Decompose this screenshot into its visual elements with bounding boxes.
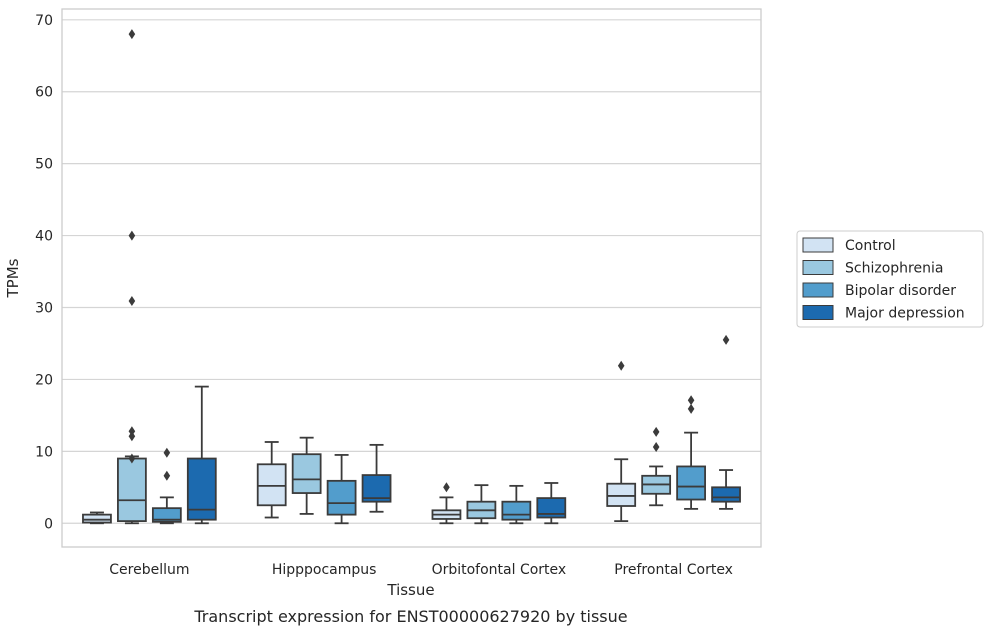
y-tick-label: 40 <box>35 229 53 245</box>
box-group <box>256 441 287 519</box>
x-axis-ticks: Cerebellum Hipppocampus Orbitofontal Corte… <box>109 562 733 578</box>
outlier-point <box>163 447 171 458</box>
box-group <box>82 511 112 525</box>
box-group <box>536 482 567 525</box>
box-group <box>186 385 217 525</box>
box-iqr <box>291 453 322 494</box>
box-group <box>361 443 392 513</box>
box-group <box>326 454 357 525</box>
box-group <box>501 484 532 525</box>
outlier-point <box>128 296 136 307</box>
y-tick-label: 0 <box>44 516 53 532</box>
box-iqr <box>676 465 706 501</box>
box-group <box>431 482 462 525</box>
legend-label: Major depression <box>845 306 965 322</box>
legend-label: Schizophrenia <box>845 261 943 277</box>
box-iqr <box>606 482 637 507</box>
y-tick-label: 10 <box>35 444 53 460</box>
legend-label: Control <box>845 238 896 254</box>
box-iqr <box>151 507 182 523</box>
y-axis-title: TPMs <box>4 258 22 298</box>
plot-area-frame <box>61 8 762 548</box>
boxes <box>82 29 741 525</box>
legend-swatch <box>802 260 834 275</box>
outlier-point <box>128 29 136 40</box>
y-tick-label: 50 <box>35 157 53 173</box>
box-iqr <box>536 497 567 519</box>
outlier-point <box>687 395 695 406</box>
box-group <box>151 447 182 525</box>
outlier-point <box>128 230 136 241</box>
box-group <box>711 334 741 510</box>
box-iqr <box>711 486 741 503</box>
gridlines <box>62 19 761 524</box>
outlier-point <box>722 334 730 345</box>
box-group <box>641 426 672 507</box>
box-group <box>117 426 147 525</box>
box-iqr <box>117 457 147 523</box>
outlier-point <box>128 453 136 464</box>
box-group <box>676 395 706 510</box>
legend-swatch <box>802 282 834 298</box>
box-group <box>291 436 322 515</box>
y-tick-label: 30 <box>35 300 53 316</box>
legend: Control Schizophrenia Bipolar disorder Majo… <box>796 230 984 328</box>
extreme-outliers <box>128 29 136 307</box>
outlier-point <box>652 442 660 453</box>
outlier-point <box>128 426 136 437</box>
box-group <box>466 484 497 525</box>
y-tick-label: 60 <box>35 85 53 101</box>
box-iqr <box>501 500 532 521</box>
y-tick-label: 20 <box>35 372 53 388</box>
outlier-point <box>652 426 660 437</box>
box-iqr <box>326 479 357 516</box>
legend-label: Bipolar disorder <box>845 283 956 299</box>
chart-title: Transcript expression for ENST0000062792… <box>193 607 627 626</box>
y-tick-label: 70 <box>35 13 53 29</box>
legend-swatch <box>802 237 834 253</box>
legend-swatch <box>802 305 834 320</box>
outlier-point <box>163 470 171 481</box>
box-iqr <box>256 463 287 507</box>
box-group <box>606 360 637 523</box>
legend-frame <box>796 230 984 328</box>
x-tick-label: Prefrontal Cortex <box>614 562 733 578</box>
outlier-point <box>617 360 625 371</box>
x-tick-label: Hipppocampus <box>272 562 377 578</box>
y-axis-ticks: 0 10 20 30 40 50 60 70 <box>35 13 53 532</box>
x-axis-title: Tissue <box>386 581 434 599</box>
box-iqr <box>82 513 112 524</box>
outlier-point <box>687 403 695 414</box>
outlier-point <box>128 431 136 442</box>
outlier-point <box>443 482 450 493</box>
x-tick-label: Orbitofontal Cortex <box>432 562 567 578</box>
x-tick-label: Cerebellum <box>109 562 189 578</box>
